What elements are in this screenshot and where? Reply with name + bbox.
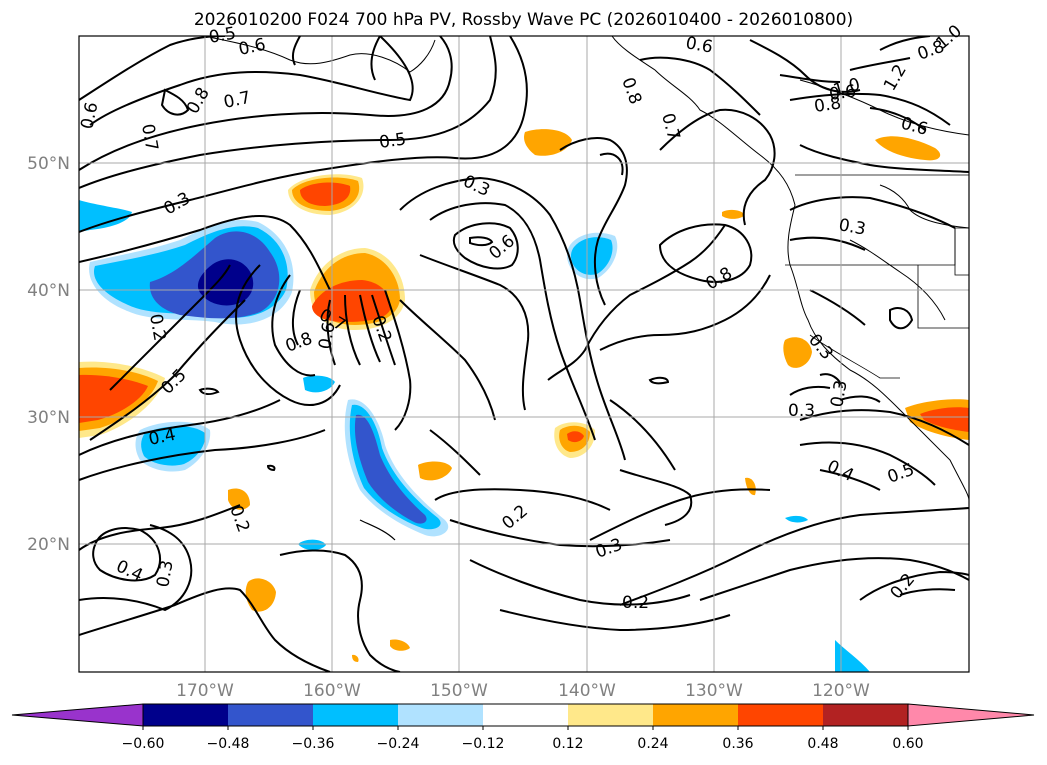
lat-label: 20°N [27,535,70,555]
colorbar-tick-label: 0.24 [637,736,668,752]
colorbar-tick-label: −0.48 [207,736,250,752]
contour-label: 0.7 [137,122,161,152]
lon-label: 160°W [303,681,361,701]
colorbar-segment [653,704,738,726]
colorbar-segment [143,704,228,726]
lat-label: 30°N [27,408,70,428]
graticule [79,36,969,672]
colorbar-frame [142,703,909,727]
colorbar-segment [823,704,908,726]
lon-label: 150°W [430,681,488,701]
longitude-labels: 170°W 160°W 150°W 140°W 130°W 120°W [176,681,870,701]
colorbar-tick-label: 0.12 [552,736,583,752]
map-background [79,36,969,672]
colorbar-tick-label: −0.36 [292,736,335,752]
colorbar-ticks: −0.60 −0.48 −0.36 −0.24 −0.12 0.12 0.24 0.36 0.4… [122,726,924,752]
lon-label: 140°W [558,681,616,701]
contour-label: 0.8 [813,93,843,117]
contour-label: 0.6 [828,81,858,105]
lon-label: 170°W [176,681,234,701]
contour-label: 0.6 [684,33,714,57]
colorbar-extend-low [11,703,144,727]
lat-label: 40°N [27,281,70,301]
contour-label: 0.5 [378,129,408,153]
state-borders [785,174,969,379]
lat-label: 50°N [27,154,70,174]
colorbar-segment [483,704,568,726]
positive-anomaly-shading [79,129,969,662]
colorbar-tick-label: −0.24 [377,736,420,752]
colorbar-segment [398,704,483,726]
negative-anomaly-shading [79,200,870,672]
contour-label: 0.3 [153,559,177,589]
colorbar-segment [313,704,398,726]
contour-label: 0.2 [145,312,169,342]
colorbar-tick-label: 0.48 [807,736,838,752]
contour-label: 0.3 [827,379,851,409]
colorbar-segment [568,704,653,726]
colorbar-tick-label: 0.60 [892,736,923,752]
lon-label: 130°W [685,681,743,701]
colorbar-segment [228,704,313,726]
contour-label: 0.6 [315,321,339,351]
contour-label: 0.3 [788,401,815,421]
colorbar-tick-label: −0.12 [462,736,505,752]
colorbar-tick-label: 0.36 [722,736,753,752]
colorbar [11,703,1035,727]
pv-contours [79,36,969,672]
latitude-labels: 20°N 30°N 40°N 50°N [27,154,70,555]
contour-label: 0.3 [837,215,867,239]
lon-label: 120°W [812,681,870,701]
map-title: 2026010200 F024 700 hPa PV, Rossby Wave … [193,10,854,30]
map-frame [78,35,970,673]
colorbar-extend-high [907,703,1035,727]
contour-label: 0.2 [622,593,649,613]
colorbar-tick-label: −0.60 [122,736,165,752]
colorbar-segment [738,704,823,726]
